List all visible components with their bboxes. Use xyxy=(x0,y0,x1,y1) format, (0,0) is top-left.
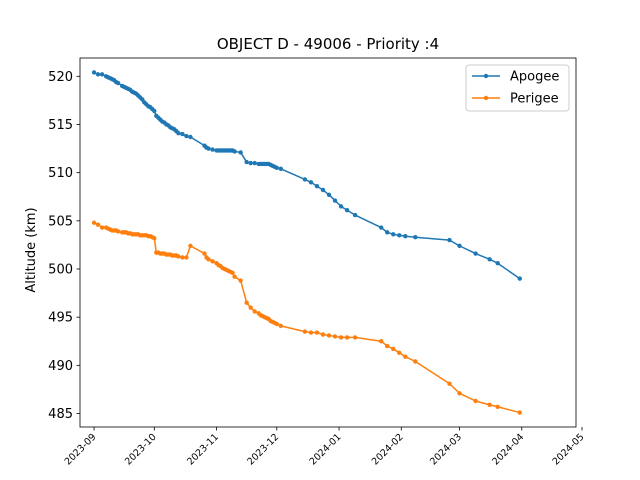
apogee-point xyxy=(379,225,384,230)
apogee-point xyxy=(397,233,402,238)
apogee-point xyxy=(184,133,189,139)
perigee-point xyxy=(413,359,418,364)
perigee-point xyxy=(487,402,492,408)
plot-frame xyxy=(79,57,577,428)
perigee-point xyxy=(447,381,452,386)
perigee-point xyxy=(278,323,284,329)
apogee-point xyxy=(244,159,249,165)
perigee-point xyxy=(473,398,478,404)
perigee-point xyxy=(180,255,185,260)
apogee-point xyxy=(320,187,326,193)
apogee-point xyxy=(473,251,478,256)
perigee-point xyxy=(99,225,105,230)
perigee-point xyxy=(332,334,338,339)
apogee-point xyxy=(517,276,522,281)
apogee-point xyxy=(326,192,332,198)
apogee-point xyxy=(344,208,350,213)
perigee-point xyxy=(344,335,350,340)
perigee-point xyxy=(338,335,344,340)
chart-title: OBJECT D - 49006 - Priority :4 xyxy=(217,35,439,53)
apogee-point xyxy=(457,243,462,249)
apogee-point xyxy=(314,183,320,189)
perigee-point xyxy=(238,278,243,283)
perigee-point xyxy=(274,321,279,327)
legend: Apogee Perigee xyxy=(465,64,570,112)
y-tick-label: 485 xyxy=(48,407,73,422)
apogee-point xyxy=(495,261,500,266)
perigee-point xyxy=(320,332,326,337)
y-axis-label: Altitude (km) xyxy=(24,207,39,292)
apogee-point xyxy=(99,72,105,77)
perigee-point xyxy=(326,333,332,338)
apogee-point xyxy=(487,257,492,262)
y-tick-label: 500 xyxy=(48,262,73,277)
perigee-point xyxy=(397,350,402,356)
apogee-point xyxy=(278,166,284,171)
apogee-point xyxy=(188,134,193,140)
perigee-point xyxy=(176,254,181,259)
perigee-point xyxy=(244,300,249,305)
legend-marker-perigee xyxy=(483,95,489,101)
apogee-point xyxy=(308,180,314,185)
legend-label-perigee: Perigee xyxy=(510,92,559,107)
perigee-point xyxy=(314,330,320,335)
apogee-point xyxy=(391,232,396,237)
perigee-point xyxy=(457,391,462,396)
perigee-point xyxy=(308,330,314,335)
perigee-point xyxy=(352,335,358,340)
y-tick-label: 495 xyxy=(48,311,73,326)
apogee-point xyxy=(352,212,358,218)
perigee-point xyxy=(517,410,522,415)
apogee-point xyxy=(95,72,101,77)
perigee-point xyxy=(202,251,207,256)
perigee-point xyxy=(391,346,396,352)
apogee-point xyxy=(274,165,279,171)
y-tick-label: 490 xyxy=(48,359,73,374)
apogee-point xyxy=(338,204,344,209)
perigee-point xyxy=(232,274,237,279)
y-tick-label: 505 xyxy=(48,214,73,229)
apogee-point xyxy=(238,150,243,155)
apogee-point xyxy=(248,160,253,166)
apogee-point xyxy=(385,230,390,235)
perigee-point xyxy=(230,270,235,276)
perigee-point xyxy=(91,220,97,225)
apogee-point xyxy=(115,80,121,86)
y-tick-label: 520 xyxy=(48,70,73,85)
apogee-point xyxy=(332,198,338,203)
apogee-point xyxy=(232,149,237,154)
perigee-point xyxy=(206,257,211,262)
perigee-point xyxy=(302,329,308,334)
legend-label-apogee: Apogee xyxy=(510,70,559,85)
apogee-point xyxy=(252,160,257,166)
plot-area xyxy=(91,70,522,415)
apogee-point xyxy=(302,177,308,182)
perigee-point xyxy=(188,243,193,249)
perigee-point xyxy=(152,235,157,241)
perigee-point xyxy=(252,309,257,314)
perigee-point xyxy=(495,404,500,409)
perigee-point xyxy=(403,354,408,359)
apogee-point xyxy=(447,237,452,243)
perigee-point xyxy=(115,229,121,234)
y-tick-label: 515 xyxy=(48,118,73,133)
apogee-point xyxy=(91,70,97,75)
perigee-point xyxy=(248,305,253,310)
legend-marker-apogee xyxy=(483,73,489,79)
y-tick-label: 510 xyxy=(48,166,73,181)
perigee-point xyxy=(184,255,189,260)
apogee-point xyxy=(210,147,215,152)
apogee-point xyxy=(152,108,157,114)
apogee-point xyxy=(176,130,181,136)
apogee-point xyxy=(413,235,418,240)
perigee-point xyxy=(379,339,384,344)
perigee-point xyxy=(210,259,215,264)
apogee-point xyxy=(403,234,408,239)
apogee-point xyxy=(206,146,211,151)
perigee-point xyxy=(95,222,101,227)
perigee-point xyxy=(385,343,390,349)
apogee-point xyxy=(180,131,185,137)
